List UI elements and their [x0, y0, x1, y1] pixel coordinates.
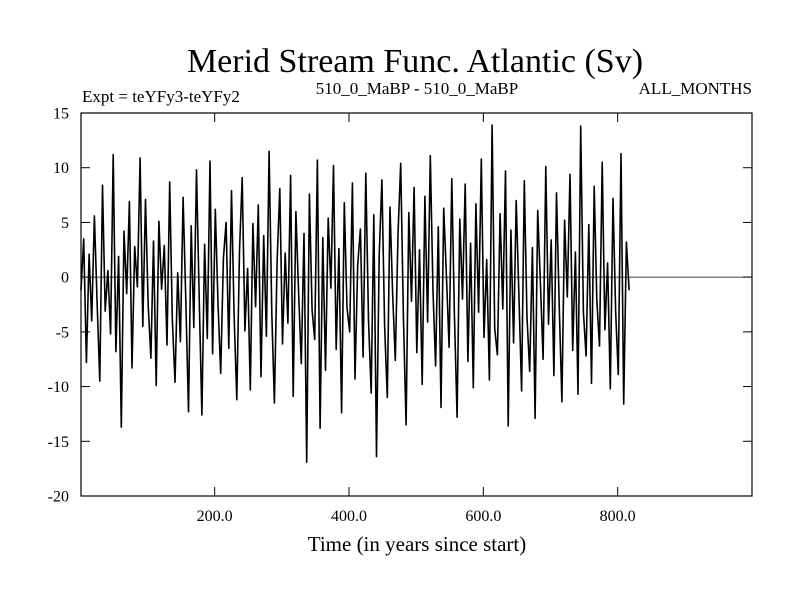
- subtitle-expt: Expt = teYFy3-teYFy2: [82, 87, 240, 106]
- x-tick-label: 200.0: [197, 508, 233, 525]
- x-tick-label: 400.0: [331, 508, 367, 525]
- y-tick-label: 0: [61, 270, 69, 287]
- y-tick-label: 5: [61, 215, 69, 232]
- y-tick-label: -15: [48, 434, 69, 451]
- subtitle-months: ALL_MONTHS: [639, 79, 752, 98]
- chart-title: Merid Stream Func. Atlantic (Sv): [187, 43, 643, 80]
- x-axis-label: Time (in years since start): [308, 532, 527, 556]
- x-tick-label: 600.0: [465, 508, 501, 525]
- x-axis: 200.0 400.0 600.0 800.0: [197, 113, 636, 525]
- y-tick-label: -10: [48, 379, 69, 396]
- y-tick-label: -5: [56, 324, 69, 341]
- y-tick-label: -20: [48, 489, 69, 506]
- plot-frame: [80, 112, 753, 497]
- series-line: [80, 124, 630, 463]
- y-tick-label: 10: [53, 160, 69, 177]
- subtitle-period: 510_0_MaBP - 510_0_MaBP: [316, 79, 518, 98]
- x-tick-label: 800.0: [600, 508, 636, 525]
- y-axis: -20 -15 -10 -5 0 5 10 15: [48, 106, 752, 506]
- y-tick-label: 15: [53, 106, 69, 123]
